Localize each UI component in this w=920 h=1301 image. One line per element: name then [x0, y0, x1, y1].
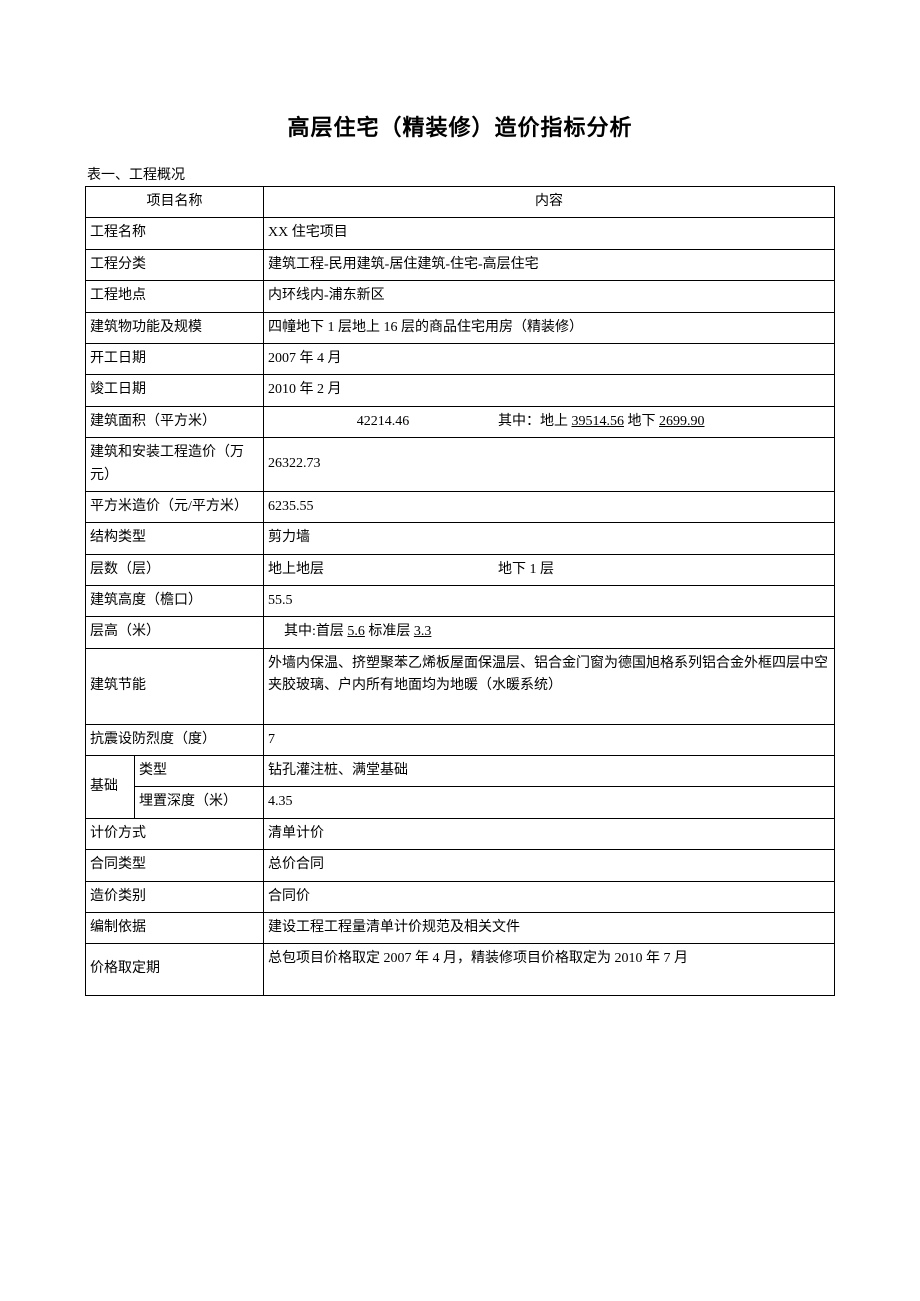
- floors-below: 地下 1 层: [498, 559, 830, 581]
- table-row: 合同类型 总价合同: [86, 850, 835, 881]
- row-value: XX 住宅项目: [264, 218, 835, 249]
- table-row: 工程名称 XX 住宅项目: [86, 218, 835, 249]
- row-label: 造价类别: [86, 881, 264, 912]
- row-value: 清单计价: [264, 818, 835, 849]
- row-label: 抗震设防烈度（度）: [86, 724, 264, 755]
- row-value: 42214.46 其中：地上 39514.56 地下 2699.90: [264, 406, 835, 437]
- table-row: 抗震设防烈度（度） 7: [86, 724, 835, 755]
- table-row: 编制依据 建设工程工程量清单计价规范及相关文件: [86, 912, 835, 943]
- table-row: 工程分类 建筑工程-民用建筑-居住建筑-住宅-高层住宅: [86, 249, 835, 280]
- foundation-group-label: 基础: [86, 756, 135, 819]
- table-row: 造价类别 合同价: [86, 881, 835, 912]
- table-row: 建筑物功能及规模 四幢地下 1 层地上 16 层的商品住宅用房（精装修）: [86, 312, 835, 343]
- row-label: 工程地点: [86, 281, 264, 312]
- row-value: 总包项目价格取定 2007 年 4 月，精装修项目价格取定为 2010 年 7 …: [264, 944, 835, 995]
- table-row: 埋置深度（米） 4.35: [86, 787, 835, 818]
- row-value: 6235.55: [264, 491, 835, 522]
- foundation-depth-label: 埋置深度（米）: [135, 787, 264, 818]
- foundation-type-label: 类型: [135, 756, 264, 787]
- area-breakdown: 其中：地上 39514.56 地下 2699.90: [498, 411, 830, 433]
- row-label: 建筑和安装工程造价（万元）: [86, 438, 264, 492]
- row-label: 建筑节能: [86, 648, 264, 724]
- table-row: 基础 类型 钻孔灌注桩、满堂基础: [86, 756, 835, 787]
- row-label: 编制依据: [86, 912, 264, 943]
- page-title: 高层住宅（精装修）造价指标分析: [85, 110, 835, 142]
- foundation-type-value: 钻孔灌注桩、满堂基础: [264, 756, 835, 787]
- row-value: 建筑工程-民用建筑-居住建筑-住宅-高层住宅: [264, 249, 835, 280]
- fh-mid: 标准层: [365, 624, 414, 639]
- row-value: 内环线内-浦东新区: [264, 281, 835, 312]
- table-row: 建筑节能 外墙内保温、挤塑聚苯乙烯板屋面保温层、铝合金门窗为德国旭格系列铝合金外…: [86, 648, 835, 724]
- row-label: 竣工日期: [86, 375, 264, 406]
- row-label: 价格取定期: [86, 944, 264, 995]
- row-label: 计价方式: [86, 818, 264, 849]
- row-label: 建筑物功能及规模: [86, 312, 264, 343]
- area-prefix: 其中：地上: [498, 414, 572, 429]
- foundation-depth-value: 4.35: [264, 787, 835, 818]
- row-label: 层高（米）: [86, 617, 264, 648]
- row-label: 结构类型: [86, 523, 264, 554]
- fh-std: 3.3: [414, 624, 432, 639]
- row-value: 建设工程工程量清单计价规范及相关文件: [264, 912, 835, 943]
- area-above: 39514.56: [572, 414, 625, 429]
- table-row: 层数（层） 地上地层 地下 1 层: [86, 554, 835, 585]
- row-label: 开工日期: [86, 343, 264, 374]
- row-label: 层数（层）: [86, 554, 264, 585]
- row-value: 2007 年 4 月: [264, 343, 835, 374]
- overview-table: 项目名称 内容 工程名称 XX 住宅项目 工程分类 建筑工程-民用建筑-居住建筑…: [85, 186, 835, 996]
- table-caption: 表一、工程概况: [85, 164, 835, 184]
- table-row: 价格取定期 总包项目价格取定 2007 年 4 月，精装修项目价格取定为 201…: [86, 944, 835, 995]
- row-value: 2010 年 2 月: [264, 375, 835, 406]
- area-below: 2699.90: [659, 414, 705, 429]
- row-value: 四幢地下 1 层地上 16 层的商品住宅用房（精装修）: [264, 312, 835, 343]
- row-label: 工程名称: [86, 218, 264, 249]
- row-label: 合同类型: [86, 850, 264, 881]
- area-total: 42214.46: [268, 411, 498, 433]
- area-mid: 地下: [624, 414, 659, 429]
- table-row: 工程地点 内环线内-浦东新区: [86, 281, 835, 312]
- fh-first: 5.6: [347, 624, 365, 639]
- table-row: 竣工日期 2010 年 2 月: [86, 375, 835, 406]
- fh-prefix: 其中:首层: [284, 624, 347, 639]
- row-value: 外墙内保温、挤塑聚苯乙烯板屋面保温层、铝合金门窗为德国旭格系列铝合金外框四层中空…: [264, 648, 835, 724]
- row-label: 建筑高度（檐口）: [86, 586, 264, 617]
- row-label: 平方米造价（元/平方米）: [86, 491, 264, 522]
- table-row: 平方米造价（元/平方米） 6235.55: [86, 491, 835, 522]
- table-row: 计价方式 清单计价: [86, 818, 835, 849]
- header-right: 内容: [264, 187, 835, 218]
- table-row: 层高（米） 其中:首层 5.6 标准层 3.3: [86, 617, 835, 648]
- row-value: 剪力墙: [264, 523, 835, 554]
- table-row: 开工日期 2007 年 4 月: [86, 343, 835, 374]
- row-value: 其中:首层 5.6 标准层 3.3: [264, 617, 835, 648]
- row-value: 7: [264, 724, 835, 755]
- table-row: 建筑高度（檐口） 55.5: [86, 586, 835, 617]
- table-row: 结构类型 剪力墙: [86, 523, 835, 554]
- row-value: 26322.73: [264, 438, 835, 492]
- header-left: 项目名称: [86, 187, 264, 218]
- table-header-row: 项目名称 内容: [86, 187, 835, 218]
- row-label: 工程分类: [86, 249, 264, 280]
- row-label: 建筑面积（平方米）: [86, 406, 264, 437]
- table-row: 建筑面积（平方米） 42214.46 其中：地上 39514.56 地下 269…: [86, 406, 835, 437]
- row-value: 55.5: [264, 586, 835, 617]
- table-row: 建筑和安装工程造价（万元） 26322.73: [86, 438, 835, 492]
- row-value: 总价合同: [264, 850, 835, 881]
- floors-above: 地上地层: [268, 559, 498, 581]
- row-value: 合同价: [264, 881, 835, 912]
- row-value: 地上地层 地下 1 层: [264, 554, 835, 585]
